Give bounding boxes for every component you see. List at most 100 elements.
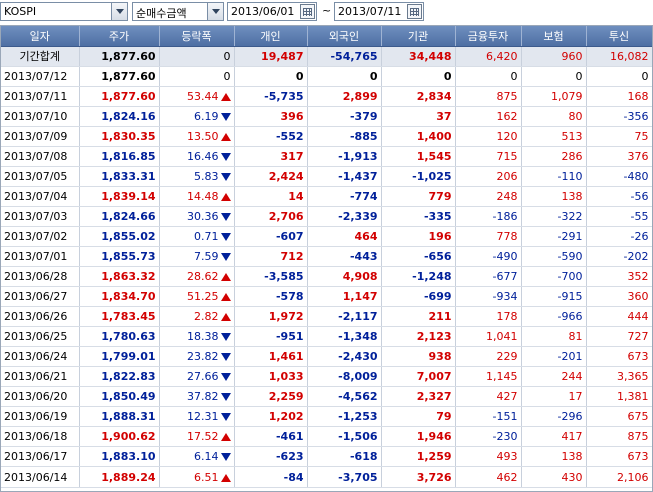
table-row[interactable]: 2013/06/27 1,834.70 51.25 -578 1,147 -699 -934… [1,286,652,308]
table-row[interactable]: 2013/07/11 1,877.60 53.44 -5,735 2,899 2,834 8… [1,86,652,107]
table-row[interactable]: 2013/07/05 1,833.31 5.83 2,424 -1,437 -1,025 2… [1,166,652,187]
row-trust: 727 [586,326,652,348]
row-insurance: 430 [521,466,587,488]
calendar-icon[interactable] [300,4,315,19]
table-row[interactable]: 2013/07/02 1,855.02 0.71 -607 464 196 778 -291-… [1,226,652,247]
row-change: 53.44 [159,86,235,107]
table-row[interactable]: 2013/06/24 1,799.01 23.82 1,461 -2,430 938 229… [1,346,652,368]
row-financial: 493 [455,446,522,468]
row-trust: -56 [586,186,652,207]
row-individual: -3,585 [234,266,308,288]
row-foreign: -3,705 [307,466,382,488]
row-financial: 778 [455,226,522,247]
row-change: 51.25 [159,286,235,308]
header-date[interactable]: 일자 [1,26,80,47]
chevron-down-icon[interactable] [111,3,127,20]
table-row[interactable]: 2013/07/08 1,816.85 16.46 317 -1,913 1,545 715… [1,146,652,167]
row-trust: 376 [586,146,652,167]
up-triangle-icon [220,433,231,442]
header-insurance[interactable]: 보험 [521,26,587,47]
header-change[interactable]: 등락폭 [159,26,235,47]
row-financial: -490 [455,246,522,268]
row-trust: 675 [586,406,652,428]
row-trust: -55 [586,206,652,227]
row-price: 1,900.62 [79,426,160,448]
end-date-value: 2013/07/11 [338,5,402,18]
table-row[interactable]: 2013/06/26 1,783.45 2.82 1,972 -2,117 211 178-… [1,306,652,328]
row-institution: 2,123 [381,326,456,348]
row-individual: -84 [234,466,308,488]
row-change: 18.38 [159,326,235,348]
row-trust: 1,381 [586,386,652,408]
market-select[interactable]: KOSPI [0,2,128,21]
row-date: 2013/06/17 [1,446,80,468]
row-financial: 427 [455,386,522,408]
table-row[interactable]: 2013/06/20 1,850.49 37.82 2,259 -4,562 2,327 4… [1,386,652,408]
row-insurance: -291 [521,226,587,247]
row-change: 7.59 [159,246,235,268]
investor-trade-grid[interactable]: 일자 주가 등락폭 개인 외국인 기관 금융투자 보험 투신 기간합계 1,87… [0,25,653,492]
row-foreign: -1,506 [307,426,382,448]
row-foreign: -1,348 [307,326,382,348]
row-change: 27.66 [159,366,235,388]
row-insurance: 1,079 [521,86,587,107]
table-row[interactable]: 2013/06/28 1,863.32 28.62 -3,585 4,908 -1,248… [1,266,652,288]
table-row[interactable]: 2013/06/17 1,883.10 6.14 -623 -618 1,259 493 13… [1,446,652,468]
calendar-icon[interactable] [407,4,422,19]
row-individual: 0 [234,66,308,87]
header-trust[interactable]: 투신 [586,26,652,47]
row-trust: 444 [586,306,652,328]
header-individual[interactable]: 개인 [234,26,308,47]
table-row[interactable]: 2013/06/21 1,822.83 27.66 1,033 -8,009 7,007 1… [1,366,652,388]
chevron-down-icon[interactable] [207,3,223,20]
row-institution: 211 [381,306,456,328]
row-foreign: 1,147 [307,286,382,308]
change-value: 37.82 [187,390,219,404]
row-price: 1,816.85 [79,146,160,167]
row-price: 1,850.49 [79,386,160,408]
down-triangle-icon [220,413,231,422]
end-date-field[interactable]: 2013/07/11 [334,2,424,21]
row-insurance: -966 [521,306,587,328]
down-triangle-icon [220,373,231,382]
table-row[interactable]: 2013/07/01 1,855.73 7.59 712 -443 -656 -490 -59… [1,246,652,268]
row-trust: 673 [586,346,652,368]
row-change: 0.71 [159,226,235,247]
table-row[interactable]: 2013/06/25 1,780.63 18.38 -951 -1,348 2,123 1,… [1,326,652,348]
type-select[interactable]: 순매수금액 [132,2,224,21]
table-row[interactable]: 2013/07/10 1,824.16 6.19 396 -379 37 162 80 -356 [1,106,652,127]
row-financial: 120 [455,126,522,147]
row-date: 2013/06/27 [1,286,80,308]
header-price[interactable]: 주가 [79,26,160,47]
down-triangle-icon [220,252,231,261]
start-date-field[interactable]: 2013/06/01 [227,2,317,21]
row-date: 2013/06/20 [1,386,80,408]
row-institution: 37 [381,106,456,127]
row-foreign: 0 [307,66,382,87]
up-triangle-icon [220,473,231,482]
row-financial: 0 [455,66,522,87]
row-individual: -578 [234,286,308,308]
row-price: 1,799.01 [79,346,160,368]
row-individual: 14 [234,186,308,207]
table-row[interactable]: 2013/07/04 1,839.14 14.48 14 -774 779 248 138 -5… [1,186,652,207]
summary-row[interactable]: 기간합계 1,877.60 0 19,487 -54,765 34,448 6,… [1,46,652,67]
header-institution[interactable]: 기관 [381,26,456,47]
table-row[interactable]: 2013/06/19 1,888.31 12.31 1,202 -1,253 79 -151… [1,406,652,428]
table-row[interactable]: 2013/07/12 1,877.60 0 0 0 0 0 0 0 [1,66,652,87]
row-financial: -186 [455,206,522,227]
row-price: 1,783.45 [79,306,160,328]
summary-individual: 19,487 [234,46,308,67]
row-date: 2013/07/09 [1,126,80,147]
table-row[interactable]: 2013/06/14 1,889.24 6.51 -84 -3,705 3,726 462 4… [1,466,652,488]
header-foreign[interactable]: 외국인 [307,26,382,47]
header-financial[interactable]: 금융투자 [455,26,522,47]
table-row[interactable]: 2013/07/09 1,830.35 13.50 -552 -885 1,400 120 5… [1,126,652,147]
row-individual: -951 [234,326,308,348]
table-row[interactable]: 2013/06/18 1,900.62 17.52 -461 -1,506 1,946 -2… [1,426,652,448]
row-date: 2013/06/25 [1,326,80,348]
table-row[interactable]: 2013/07/03 1,824.66 30.36 2,706 -2,339 -335 -1… [1,206,652,227]
down-triangle-icon [220,212,231,221]
row-foreign: -8,009 [307,366,382,388]
summary-financial: 6,420 [455,46,522,67]
